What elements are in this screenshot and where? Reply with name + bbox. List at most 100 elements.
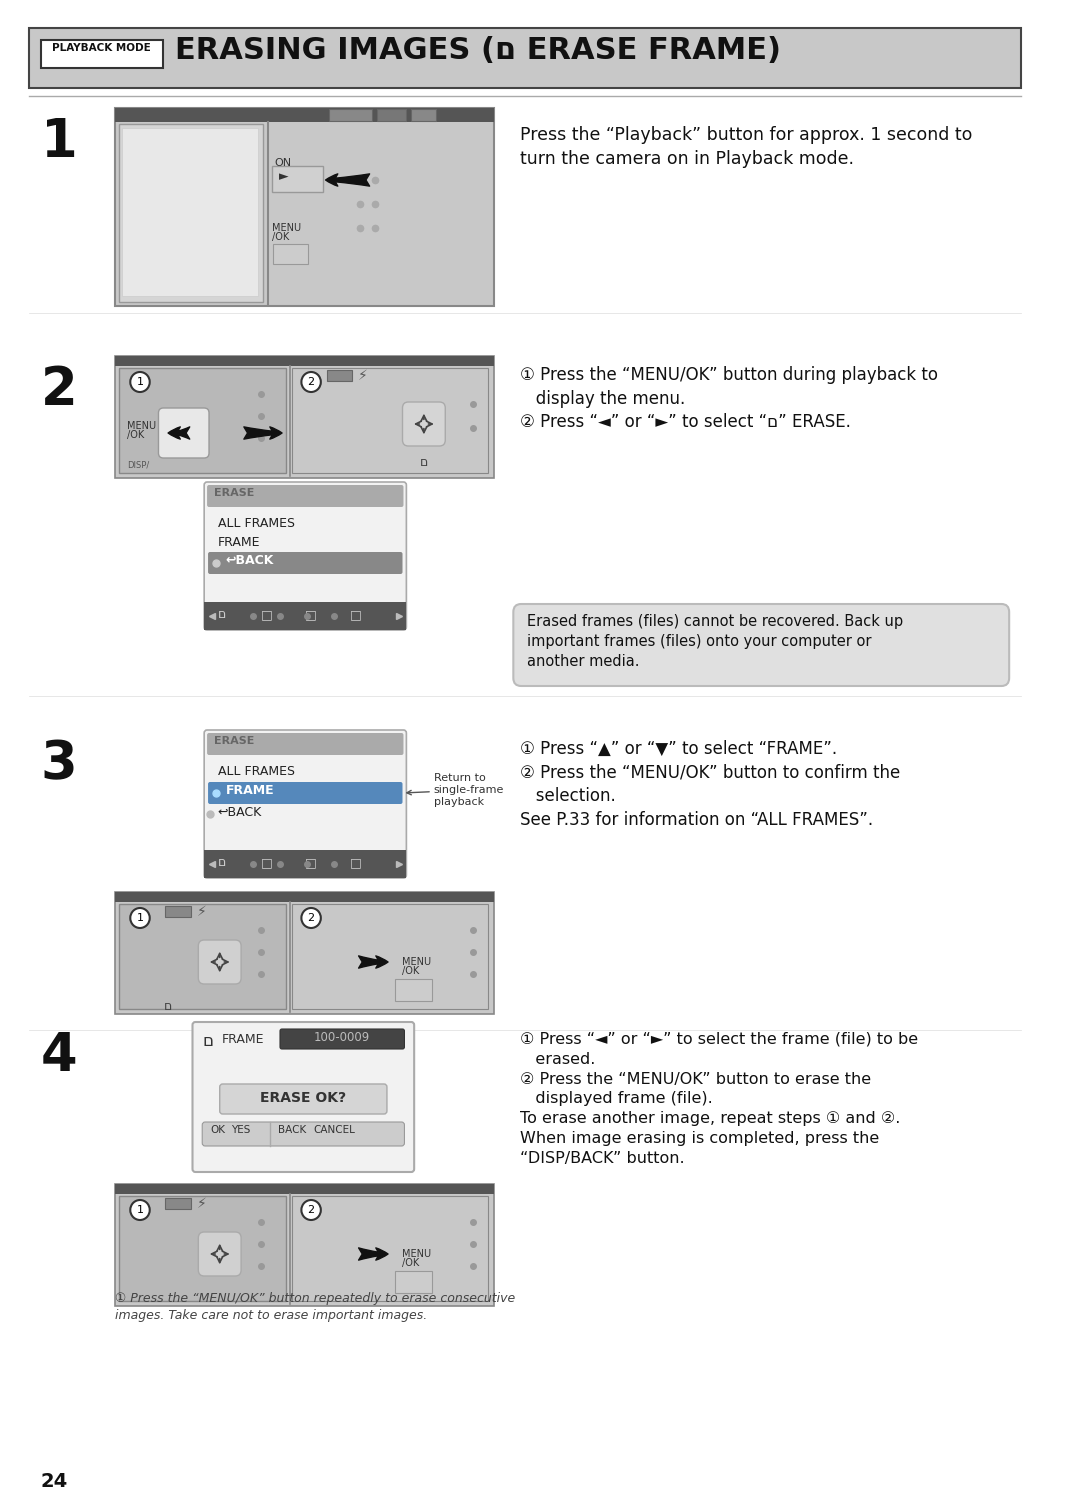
FancyBboxPatch shape	[199, 1232, 241, 1276]
Text: Return to
single-frame
playback: Return to single-frame playback	[407, 774, 504, 807]
FancyBboxPatch shape	[208, 552, 403, 575]
Bar	[273, 244, 308, 264]
Text: ⚡: ⚡	[197, 905, 206, 918]
Text: ם: ם	[420, 455, 428, 469]
Bar	[272, 166, 323, 192]
Bar	[119, 124, 262, 302]
Text: YES: YES	[231, 1125, 251, 1136]
Circle shape	[301, 372, 321, 392]
Text: □: □	[260, 608, 272, 621]
Bar	[292, 903, 488, 1009]
Text: ALL FRAMES: ALL FRAMES	[218, 765, 295, 778]
FancyBboxPatch shape	[513, 605, 1009, 686]
Text: FRAME: FRAME	[226, 784, 274, 798]
Text: ↩BACK: ↩BACK	[226, 553, 274, 567]
Bar	[114, 1184, 494, 1306]
Text: DISP/: DISP/	[127, 461, 150, 470]
Bar	[204, 851, 406, 878]
Circle shape	[301, 1200, 321, 1220]
Text: ① Press the “MENU/OK” button repeatedly to erase consecutive
images. Take care n: ① Press the “MENU/OK” button repeatedly …	[114, 1292, 515, 1323]
Text: 2: 2	[41, 363, 78, 416]
Bar	[114, 109, 494, 306]
FancyBboxPatch shape	[204, 730, 406, 878]
Text: ►: ►	[279, 170, 288, 182]
FancyBboxPatch shape	[219, 1084, 387, 1114]
Text: CANCEL: CANCEL	[313, 1125, 355, 1136]
Text: FRAME: FRAME	[221, 1033, 265, 1047]
Text: ① Press the “MENU/OK” button during playback to
   display the menu.
② Press “◄”: ① Press the “MENU/OK” button during play…	[521, 366, 939, 431]
Text: ① Press “◄” or “►” to select the frame (file) to be
   erased.
② Press the “MENU: ① Press “◄” or “►” to select the frame (…	[521, 1031, 918, 1166]
Bar	[292, 368, 488, 474]
Text: ↩BACK: ↩BACK	[218, 805, 262, 819]
Text: ם: ם	[202, 1031, 213, 1050]
Text: ⚡: ⚡	[357, 369, 367, 383]
FancyBboxPatch shape	[202, 1122, 404, 1146]
Text: 2: 2	[308, 377, 314, 388]
Circle shape	[131, 908, 150, 927]
Text: /OK: /OK	[402, 1258, 419, 1268]
Text: 1: 1	[41, 116, 78, 167]
Text: ① Press “▲” or “▼” to select “FRAME”.
② Press the “MENU/OK” button to confirm th: ① Press “▲” or “▼” to select “FRAME”. ② …	[521, 740, 901, 829]
Bar	[411, 109, 435, 121]
Text: □: □	[350, 857, 362, 869]
Text: ⚡: ⚡	[197, 1197, 206, 1211]
FancyBboxPatch shape	[199, 939, 241, 985]
FancyBboxPatch shape	[208, 783, 403, 804]
Text: /OK: /OK	[127, 430, 145, 440]
Bar	[204, 602, 406, 630]
FancyBboxPatch shape	[159, 409, 210, 458]
Bar	[114, 356, 494, 366]
Bar	[122, 128, 258, 296]
Bar	[292, 1196, 488, 1301]
FancyBboxPatch shape	[403, 403, 445, 446]
Circle shape	[131, 372, 150, 392]
Text: BACK: BACK	[278, 1125, 307, 1136]
Bar	[119, 368, 286, 474]
Text: □: □	[306, 857, 318, 869]
Text: 100-0009: 100-0009	[314, 1031, 370, 1044]
Text: 1: 1	[136, 912, 144, 923]
Text: 24: 24	[41, 1472, 68, 1491]
Text: Erased frames (files) cannot be recovered. Back up
important frames (files) onto: Erased frames (files) cannot be recovere…	[527, 614, 903, 668]
FancyBboxPatch shape	[280, 1028, 404, 1050]
Text: ERASE OK?: ERASE OK?	[260, 1090, 347, 1105]
FancyBboxPatch shape	[207, 733, 404, 756]
Text: ם: ם	[217, 857, 226, 869]
Text: MENU: MENU	[127, 421, 157, 431]
Text: ON: ON	[274, 158, 292, 167]
Bar	[114, 356, 494, 478]
Text: ם: ם	[164, 1000, 173, 1013]
Circle shape	[131, 1200, 150, 1220]
Text: 1: 1	[136, 1205, 144, 1215]
Bar	[328, 109, 373, 121]
Bar	[114, 893, 494, 902]
Text: ERASE: ERASE	[214, 736, 254, 746]
Text: /OK: /OK	[402, 967, 419, 976]
Text: 2: 2	[308, 912, 314, 923]
Bar	[165, 906, 190, 917]
Text: MENU: MENU	[402, 1249, 431, 1259]
Text: FRAME: FRAME	[218, 535, 260, 549]
Bar	[377, 109, 406, 121]
FancyBboxPatch shape	[207, 486, 404, 507]
Text: ERASE: ERASE	[214, 489, 254, 498]
Text: 1: 1	[136, 377, 144, 388]
Text: PLAYBACK MODE: PLAYBACK MODE	[52, 44, 150, 53]
FancyBboxPatch shape	[192, 1022, 414, 1172]
Bar	[119, 1196, 286, 1301]
Bar	[114, 109, 494, 122]
Text: OK: OK	[210, 1125, 225, 1136]
Text: /OK: /OK	[272, 232, 289, 241]
Bar	[119, 903, 286, 1009]
Text: ERASING IMAGES (ם ERASE FRAME): ERASING IMAGES (ם ERASE FRAME)	[175, 36, 781, 65]
Text: MENU: MENU	[272, 223, 301, 234]
Text: Press the “Playback” button for approx. 1 second to
turn the camera on in Playba: Press the “Playback” button for approx. …	[521, 127, 972, 167]
FancyBboxPatch shape	[204, 483, 406, 630]
Bar	[165, 1197, 190, 1209]
Bar	[326, 369, 352, 382]
Bar	[114, 1184, 494, 1194]
Text: ם: ם	[217, 608, 226, 621]
Bar	[29, 29, 1021, 87]
Bar	[41, 41, 163, 68]
Text: □: □	[350, 608, 362, 621]
